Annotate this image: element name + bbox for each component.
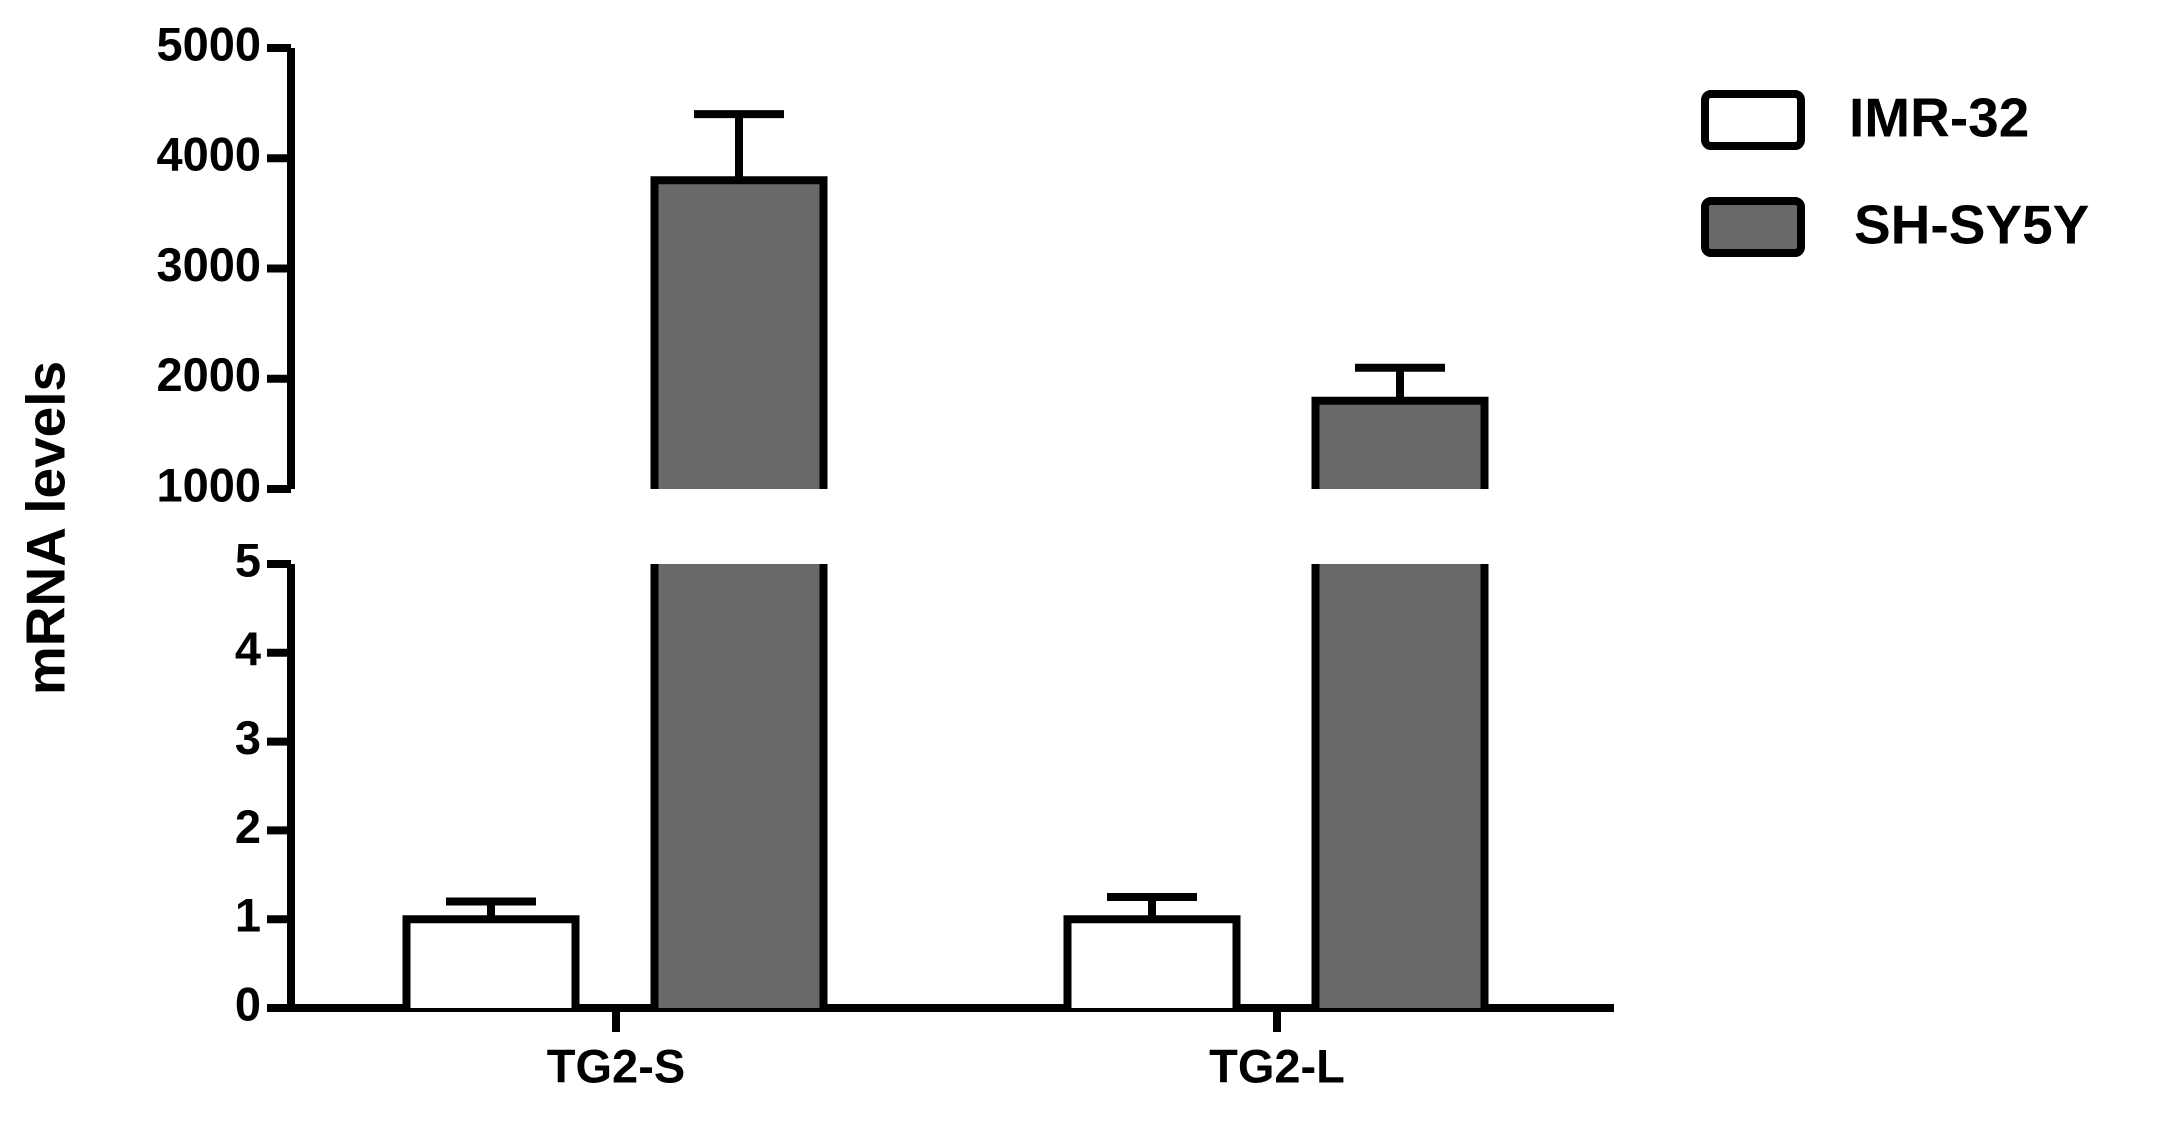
bar: [1067, 919, 1237, 1008]
error-bar: [1107, 893, 1197, 920]
error-bar: [446, 897, 536, 920]
bar: [654, 564, 824, 1008]
legend-label: IMR-32: [1849, 87, 2029, 149]
bar: [654, 180, 824, 490]
y-tick-label: 1000: [156, 458, 261, 511]
x-tick-label: TG2-L: [1209, 1039, 1345, 1092]
y-tick-label: 3000: [156, 238, 261, 291]
y-tick-label: 4: [235, 622, 261, 675]
y-tick-label: 5: [235, 533, 261, 586]
y-tick-label: 4000: [156, 128, 261, 181]
y-tick-label: 1: [235, 889, 261, 942]
legend-swatch: [1701, 197, 1805, 257]
error-bar: [1355, 363, 1445, 401]
y-tick-label: 5000: [156, 17, 261, 70]
bar-outline: [650, 564, 828, 1008]
bar: [1315, 400, 1485, 489]
legend-label: SH-SY5Y: [1854, 194, 2089, 256]
y-tick-label: 2000: [156, 348, 261, 401]
bar: [406, 919, 576, 1008]
y-axis-title: mRNA levels: [15, 361, 77, 695]
error-bar: [694, 110, 784, 181]
y-tick-label: 2: [235, 800, 261, 853]
y-tick-label: 3: [235, 711, 261, 764]
x-tick-label: TG2-S: [547, 1039, 685, 1092]
legend-swatch: [1701, 90, 1805, 150]
y-tick-label: 0: [235, 977, 261, 1030]
bar-outline: [1311, 564, 1489, 1008]
bar: [1315, 564, 1485, 1008]
